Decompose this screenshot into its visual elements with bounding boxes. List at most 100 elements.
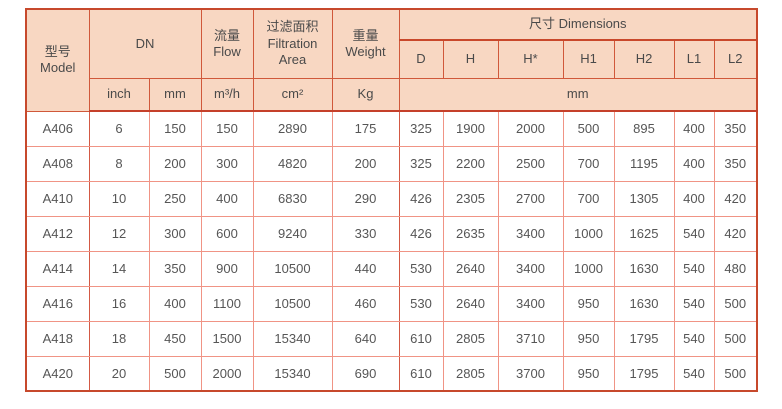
cell-dim-l1: 540 — [673, 250, 715, 287]
header-filtration-en: Filtration Area — [267, 35, 318, 67]
header-unit-weight: Kg — [331, 77, 400, 112]
cell-dim-l2: 500 — [713, 285, 758, 322]
cell-dim-l1: 540 — [673, 320, 715, 357]
cell-dn-inch: 20 — [88, 355, 150, 392]
cell-dn-mm: 250 — [148, 180, 202, 217]
header-model-zh: 型号 — [44, 44, 71, 59]
cell-dim-l1: 400 — [673, 145, 715, 182]
cell-model: A410 — [25, 180, 90, 217]
cell-model: A406 — [25, 110, 90, 147]
cell-dim-h: 2805 — [442, 355, 499, 392]
cell-filtration-area: 10500 — [252, 285, 333, 322]
cell-dn-inch: 12 — [88, 215, 150, 252]
cell-dim-h1: 500 — [562, 110, 615, 147]
header-weight-en: Weight — [345, 43, 386, 59]
cell-dim-h2: 1625 — [613, 215, 675, 252]
cell-dim-h2: 1630 — [613, 285, 675, 322]
cell-model: A408 — [25, 145, 90, 182]
cell-dim-h2: 1630 — [613, 250, 675, 287]
header-weight: 重量 Weight — [331, 8, 400, 79]
cell-dim-h2: 1195 — [613, 145, 675, 182]
cell-flow: 300 — [200, 145, 254, 182]
cell-dim-h: 1900 — [442, 110, 499, 147]
cell-filtration-area: 15340 — [252, 320, 333, 357]
cell-dim-l2: 480 — [713, 250, 758, 287]
cell-dim-d: 325 — [398, 110, 444, 147]
header-filtration-area: 过滤面积 Filtration Area — [252, 8, 333, 79]
cell-dn-inch: 16 — [88, 285, 150, 322]
cell-weight: 330 — [331, 215, 400, 252]
cell-dim-hstar: 3400 — [497, 250, 564, 287]
header-dn: DN — [88, 8, 202, 79]
header-flow-en: Flow — [213, 43, 241, 59]
cell-dim-l2: 350 — [713, 145, 758, 182]
table-row: A410 10 250 400 6830 290 426 2305 2700 700 1305 400… — [25, 180, 758, 217]
cell-dn-mm: 200 — [148, 145, 202, 182]
cell-dim-h: 2305 — [442, 180, 499, 217]
cell-dim-hstar: 3400 — [497, 285, 564, 322]
table-row: A406 6 150 150 2890 175 325 1900 2000 500 895 400 35… — [25, 110, 758, 147]
cell-dim-hstar: 2500 — [497, 145, 564, 182]
header-dim-d: D — [398, 39, 444, 79]
specification-table: 型号 Model DN 流量 Flow 过滤面积 Filtration Area… — [25, 8, 759, 392]
cell-filtration-area: 6830 — [252, 180, 333, 217]
header-dim-hstar: H* — [497, 39, 564, 79]
cell-weight: 200 — [331, 145, 400, 182]
cell-dim-l2: 500 — [713, 320, 758, 357]
table-row: A416 16 400 1100 10500 460 530 2640 3400 950 1630 5… — [25, 285, 758, 322]
table-row: A408 8 200 300 4820 200 325 2200 2500 700 1195 400 3… — [25, 145, 758, 182]
cell-dim-h: 2805 — [442, 320, 499, 357]
table-body: A406 6 150 150 2890 175 325 1900 2000 500 895 400 35… — [25, 110, 758, 392]
cell-model: A416 — [25, 285, 90, 322]
cell-dim-l2: 500 — [713, 355, 758, 392]
header-row-units: inch mm m³/h cm² Kg mm — [26, 77, 758, 112]
cell-dim-h2: 895 — [613, 110, 675, 147]
cell-dim-hstar: 3700 — [497, 355, 564, 392]
cell-filtration-area: 2890 — [252, 110, 333, 147]
header-unit-area: cm² — [252, 77, 333, 112]
cell-dim-l2: 420 — [713, 215, 758, 252]
header-model-en: Model — [40, 60, 76, 76]
cell-dim-h1: 950 — [562, 320, 615, 357]
cell-flow: 2000 — [200, 355, 254, 392]
header-dim-h: H — [442, 39, 499, 79]
cell-dim-l1: 540 — [673, 355, 715, 392]
table-header: 型号 Model DN 流量 Flow 过滤面积 Filtration Area… — [25, 8, 758, 112]
cell-dim-h: 2640 — [442, 285, 499, 322]
cell-dim-l1: 400 — [673, 110, 715, 147]
header-unit-inch: inch — [88, 77, 150, 112]
cell-dim-d: 325 — [398, 145, 444, 182]
cell-flow: 1100 — [200, 285, 254, 322]
cell-filtration-area: 10500 — [252, 250, 333, 287]
cell-weight: 440 — [331, 250, 400, 287]
cell-dim-h1: 950 — [562, 285, 615, 322]
cell-dim-d: 530 — [398, 250, 444, 287]
table-row: A418 18 450 1500 15340 640 610 2805 3710 950 1795 5… — [25, 320, 758, 357]
table-row: A412 12 300 600 9240 330 426 2635 3400 1000 1625 54… — [25, 215, 758, 252]
cell-flow: 150 — [200, 110, 254, 147]
header-unit-dims-mm: mm — [398, 77, 758, 112]
cell-flow: 1500 — [200, 320, 254, 357]
cell-dn-mm: 350 — [148, 250, 202, 287]
header-dimensions: 尺寸 Dimensions — [398, 8, 758, 41]
cell-weight: 290 — [331, 180, 400, 217]
cell-dn-inch: 10 — [88, 180, 150, 217]
cell-model: A420 — [25, 355, 90, 392]
header-dim-l1: L1 — [673, 39, 715, 79]
header-flow: 流量 Flow — [200, 8, 254, 79]
cell-dim-d: 530 — [398, 285, 444, 322]
table-row: A414 14 350 900 10500 440 530 2640 3400 1000 1630 5… — [25, 250, 758, 287]
cell-weight: 460 — [331, 285, 400, 322]
cell-dim-h1: 700 — [562, 180, 615, 217]
cell-dim-d: 610 — [398, 320, 444, 357]
cell-dim-l1: 540 — [673, 285, 715, 322]
cell-model: A414 — [25, 250, 90, 287]
header-dimensions-zh: 尺寸 — [528, 16, 555, 32]
header-dim-h1: H1 — [562, 39, 615, 79]
cell-dim-h: 2640 — [442, 250, 499, 287]
cell-dn-inch: 8 — [88, 145, 150, 182]
header-dim-l2: L2 — [713, 39, 758, 79]
header-weight-zh: 重量 — [352, 27, 379, 43]
cell-filtration-area: 9240 — [252, 215, 333, 252]
